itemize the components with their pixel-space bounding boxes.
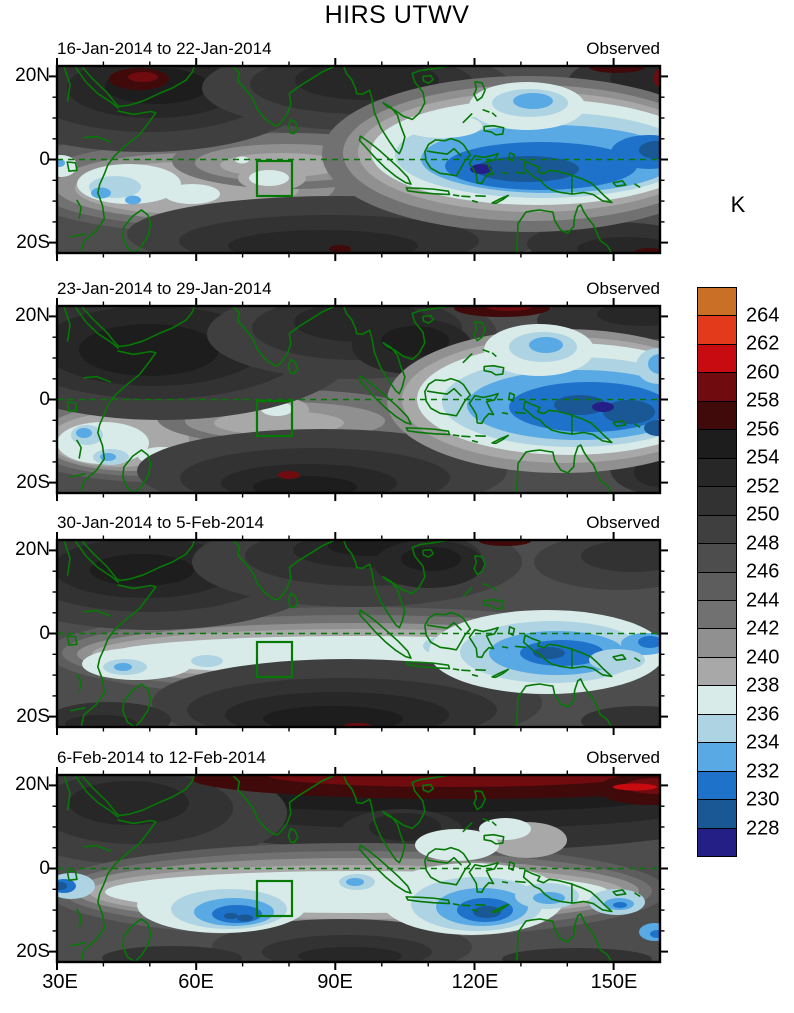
colorbar-tick-label: 230	[746, 788, 780, 811]
colorbar-tick-label: 244	[746, 589, 780, 611]
lat-label: 0	[39, 149, 50, 170]
lat-label: 0	[39, 858, 50, 879]
colorbar-tick-label: 264	[746, 304, 780, 326]
colorbar-tick-label: 262	[746, 332, 780, 355]
colorbar-cell	[698, 827, 736, 857]
lat-label: 20N	[15, 774, 50, 795]
lon-label: 60E	[178, 971, 214, 993]
panel-1-period: 16-Jan-2014 to 22-Jan-2014	[57, 39, 272, 58]
lat-label: 20S	[16, 706, 50, 727]
colorbar-cell	[698, 571, 736, 600]
colorbar-cell	[698, 628, 736, 657]
colorbar-tick-label: 232	[746, 760, 780, 782]
colorbar-tick-label: 236	[746, 703, 780, 725]
panel-4-period: 6-Feb-2014 to 12-Feb-2014	[57, 748, 266, 767]
index-region-box	[255, 159, 294, 198]
lon-label: 150E	[590, 971, 638, 993]
colorbar-cell	[698, 429, 736, 458]
colorbar-tick-label: 258	[746, 389, 780, 412]
panel-3-source-label: Observed	[586, 513, 660, 532]
colorbar-cell	[698, 315, 736, 344]
lat-label: 0	[39, 389, 50, 410]
lat-label: 20S	[16, 472, 50, 493]
colorbar-cell	[698, 656, 736, 686]
panel-2-source-label: Observed	[586, 279, 660, 298]
colorbar-cell	[698, 685, 736, 714]
colorbar-cell	[698, 742, 736, 771]
lat-label: 20S	[16, 941, 50, 962]
colorbar-cell	[698, 486, 736, 515]
lat-label: 20S	[16, 232, 50, 253]
colorbar-tick-label: 234	[746, 731, 780, 754]
panel-1-source-label: Observed	[586, 39, 660, 58]
colorbar-cell	[698, 372, 736, 401]
index-region-box	[255, 879, 294, 918]
panel-3-period: 30-Jan-2014 to 5-Feb-2014	[57, 513, 264, 532]
figure-title: HIRS UTWV	[324, 1, 470, 29]
index-region-box	[255, 640, 294, 679]
colorbar-tick-label: 260	[746, 361, 780, 383]
lat-label: 20N	[15, 65, 50, 86]
colorbar-tick-label: 256	[746, 418, 780, 440]
colorbar-cell	[698, 457, 736, 487]
lat-label: 0	[39, 623, 50, 644]
lat-label: 20N	[15, 539, 50, 560]
colorbar-cell	[698, 343, 736, 373]
colorbar-cell	[698, 599, 736, 629]
map-panel-3	[48, 531, 669, 736]
lon-label: 30E	[42, 971, 78, 993]
colorbar-tick-label: 240	[746, 646, 780, 668]
map-panel-4	[48, 766, 669, 971]
colorbar-tick-label: 252	[746, 475, 780, 497]
index-region-box	[255, 399, 294, 438]
colorbar-tick-label: 228	[746, 817, 780, 839]
colorbar	[697, 287, 737, 857]
lat-label: 20N	[15, 305, 50, 326]
colorbar-tick-label: 254	[746, 446, 780, 469]
lon-label: 120E	[451, 971, 499, 993]
map-panel-1	[48, 57, 669, 262]
colorbar-cell	[698, 514, 736, 544]
colorbar-tick-label: 238	[746, 674, 780, 697]
map-panel-2	[48, 297, 669, 502]
panel-4-source-label: Observed	[586, 748, 660, 767]
colorbar-cell	[698, 770, 736, 800]
colorbar-cell	[698, 799, 736, 828]
panel-2-period: 23-Jan-2014 to 29-Jan-2014	[57, 279, 272, 298]
colorbar-tick-label: 242	[746, 617, 780, 640]
colorbar-cell	[698, 713, 736, 743]
colorbar-cell	[698, 543, 736, 572]
lon-label: 90E	[317, 971, 353, 993]
colorbar-tick-label: 248	[746, 532, 780, 554]
colorbar-tick-label: 246	[746, 560, 780, 583]
colorbar-tick-label: 250	[746, 503, 780, 526]
colorbar-cell	[698, 400, 736, 430]
colorbar-cell	[698, 288, 736, 316]
colorbar-unit: K	[730, 192, 746, 217]
